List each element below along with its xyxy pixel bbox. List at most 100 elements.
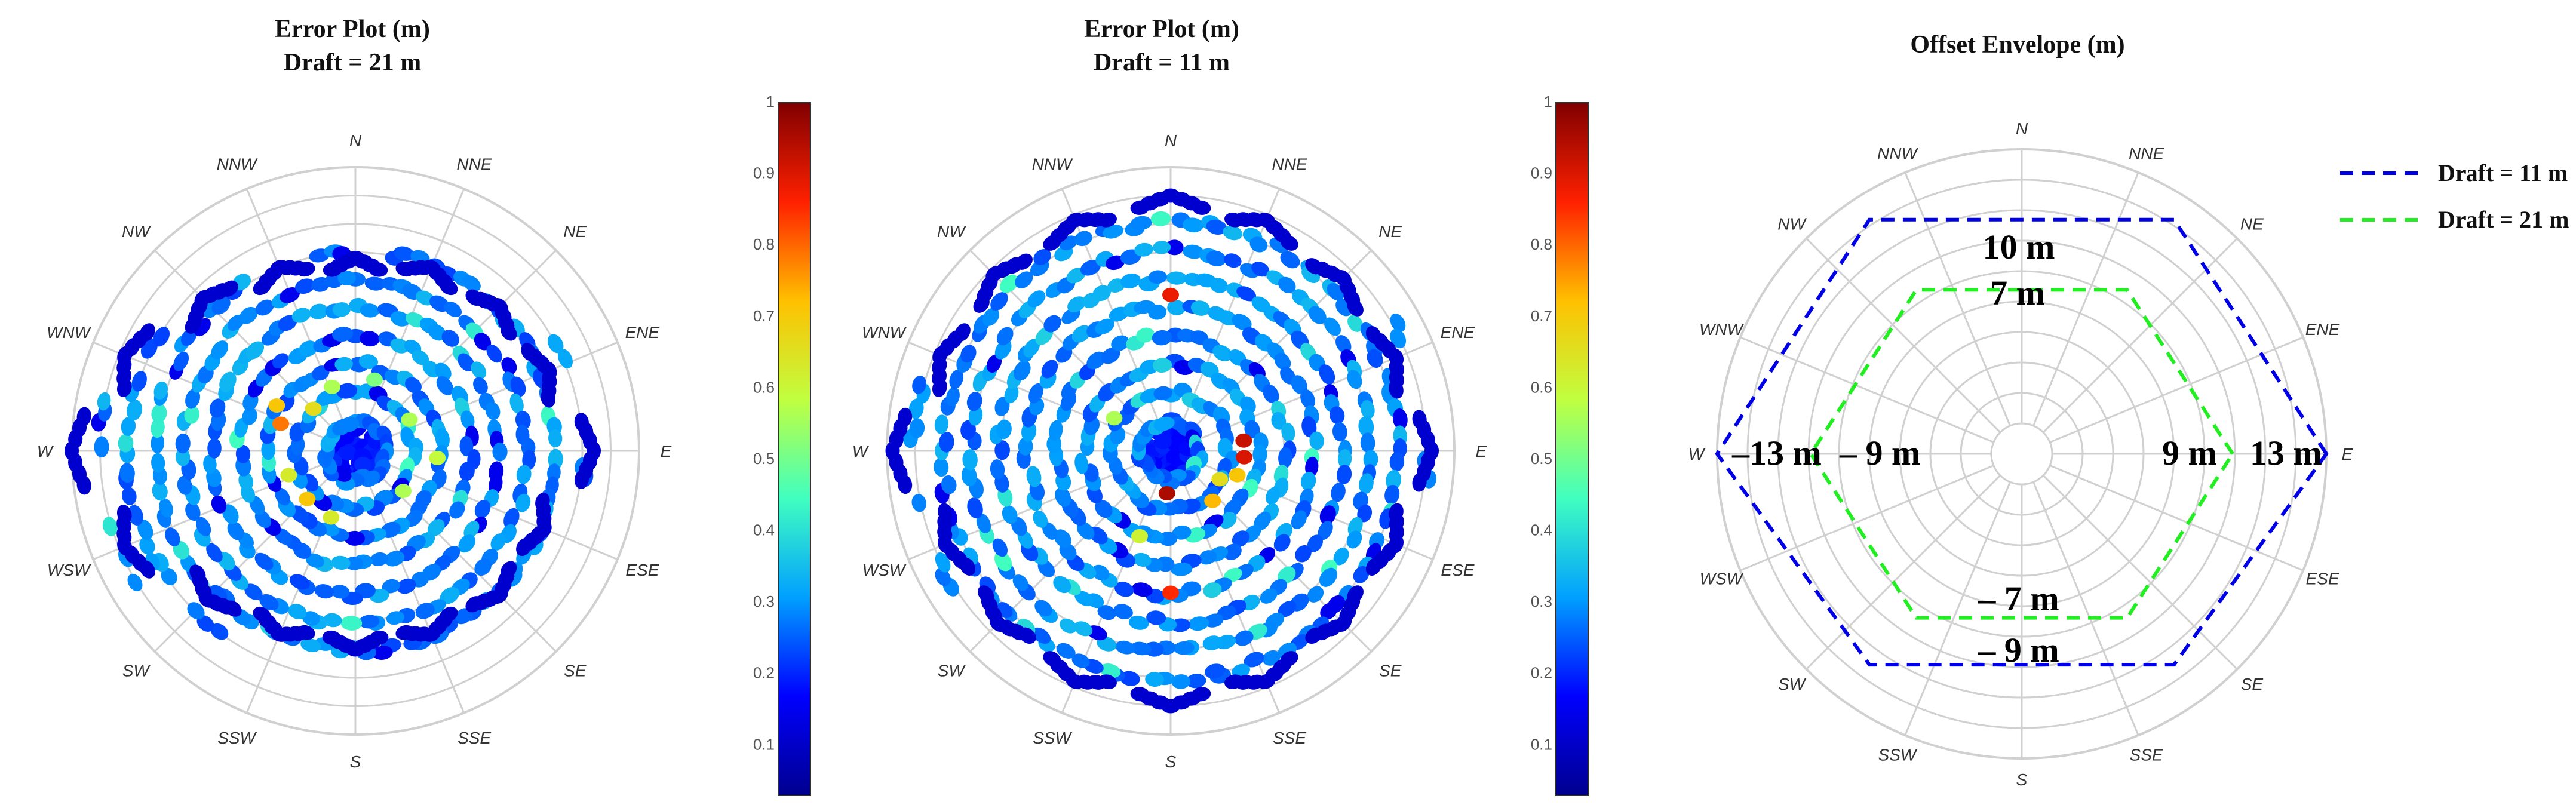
error-point xyxy=(1028,383,1043,404)
error-point xyxy=(996,419,1012,440)
error-point xyxy=(558,349,573,369)
error-point xyxy=(1153,386,1172,401)
error-point xyxy=(239,306,258,324)
error-point xyxy=(336,383,358,399)
error-point xyxy=(1224,674,1244,690)
direction-label-ene: ENE xyxy=(2305,320,2340,339)
error-point xyxy=(1091,564,1110,581)
error-point xyxy=(1015,271,1033,289)
annotation-10m: 10 m xyxy=(1983,228,2055,266)
error-point xyxy=(314,584,334,599)
error-point xyxy=(994,397,1010,417)
error-point xyxy=(994,339,1012,360)
error-point xyxy=(1389,379,1404,399)
error-point xyxy=(1203,582,1222,598)
error-point xyxy=(962,449,978,471)
error-point xyxy=(119,463,135,483)
grid-ring xyxy=(1990,422,2053,486)
error-point xyxy=(1134,242,1153,257)
error-point xyxy=(245,341,265,360)
error-point xyxy=(1033,248,1051,265)
error-point xyxy=(960,420,976,440)
error-point xyxy=(1330,406,1345,425)
error-point xyxy=(354,457,372,473)
error-point xyxy=(1111,335,1129,351)
error-point xyxy=(259,594,279,611)
direction-label-wsw: WSW xyxy=(1700,569,1744,588)
error-point xyxy=(1274,352,1291,370)
error-point xyxy=(1095,499,1113,518)
error-point xyxy=(1262,650,1281,666)
error-point xyxy=(332,302,351,317)
error-point xyxy=(994,551,1012,572)
error-point xyxy=(153,327,170,347)
error-point xyxy=(206,543,223,563)
error-point xyxy=(960,345,977,363)
high-error-point xyxy=(1162,585,1179,600)
error-point xyxy=(1365,557,1382,576)
grid-spoke xyxy=(1180,477,1281,714)
direction-label-nnw: NNW xyxy=(1032,155,1073,173)
grid-spoke xyxy=(2043,238,2238,433)
error-point xyxy=(1060,618,1077,634)
error-point xyxy=(300,638,321,652)
error-point xyxy=(227,521,244,540)
direction-label-ne: NE xyxy=(1378,222,1402,241)
error-point xyxy=(1026,466,1042,487)
high-error-point xyxy=(305,401,322,416)
direction-label-se: SE xyxy=(564,661,587,680)
error-point xyxy=(1086,351,1106,370)
grid-spoke xyxy=(1904,481,2011,736)
error-point xyxy=(338,444,357,460)
error-point xyxy=(222,504,239,524)
error-points-2 xyxy=(885,188,1439,714)
error-point xyxy=(1130,216,1152,231)
error-point xyxy=(1347,315,1364,332)
error-point xyxy=(1148,305,1167,320)
grid-spoke xyxy=(908,341,1145,441)
error-point xyxy=(94,436,109,458)
error-point xyxy=(296,262,315,277)
colorbar-tick-label: 0.4 xyxy=(1531,521,1552,539)
error-point xyxy=(1309,431,1324,450)
direction-label-n: N xyxy=(1165,131,1177,150)
error-point xyxy=(1305,627,1323,644)
error-point xyxy=(405,377,422,394)
error-point xyxy=(1347,370,1362,389)
high-error-point xyxy=(401,412,418,427)
colorbar-tick-label: 0.9 xyxy=(1531,164,1552,182)
error-point xyxy=(1041,360,1058,379)
error-point xyxy=(454,608,472,625)
error-point xyxy=(434,362,452,380)
error-point xyxy=(256,299,274,316)
error-point xyxy=(185,389,201,409)
error-point xyxy=(1136,327,1155,343)
colorbar-1-ticks: 1 0.9 0.8 0.7 0.6 0.5 0.4 0.3 0.2 0.1 xyxy=(753,93,775,753)
error-point xyxy=(912,376,926,394)
grid-spoke xyxy=(1061,188,1161,425)
error-point xyxy=(211,495,227,514)
error-point xyxy=(345,557,364,570)
high-error-point xyxy=(1235,433,1252,448)
error-point xyxy=(1389,452,1405,472)
grid-spoke xyxy=(1904,172,2011,426)
error-point xyxy=(934,457,949,477)
error-point xyxy=(1346,530,1362,549)
error-point xyxy=(302,611,320,626)
error-point xyxy=(1318,520,1333,540)
direction-label-se: SE xyxy=(2241,675,2264,693)
error-point xyxy=(1114,582,1134,597)
error-point xyxy=(941,475,957,494)
direction-label-ese: ESE xyxy=(1441,561,1474,579)
error-point xyxy=(390,311,410,327)
error-plot-draft-21: Error Plot (m) Draft = 21 m N NNE NE ENE E ES… xyxy=(37,16,672,771)
error-point xyxy=(548,429,563,448)
error-point xyxy=(1209,278,1228,293)
direction-label-sse: SSE xyxy=(458,729,491,747)
colorbar-tick-label: 0.2 xyxy=(753,664,775,682)
error-point xyxy=(967,497,983,519)
error-point xyxy=(465,596,483,613)
direction-label-w: W xyxy=(1688,445,1706,463)
error-point xyxy=(1266,487,1280,505)
error-point xyxy=(1240,396,1256,414)
